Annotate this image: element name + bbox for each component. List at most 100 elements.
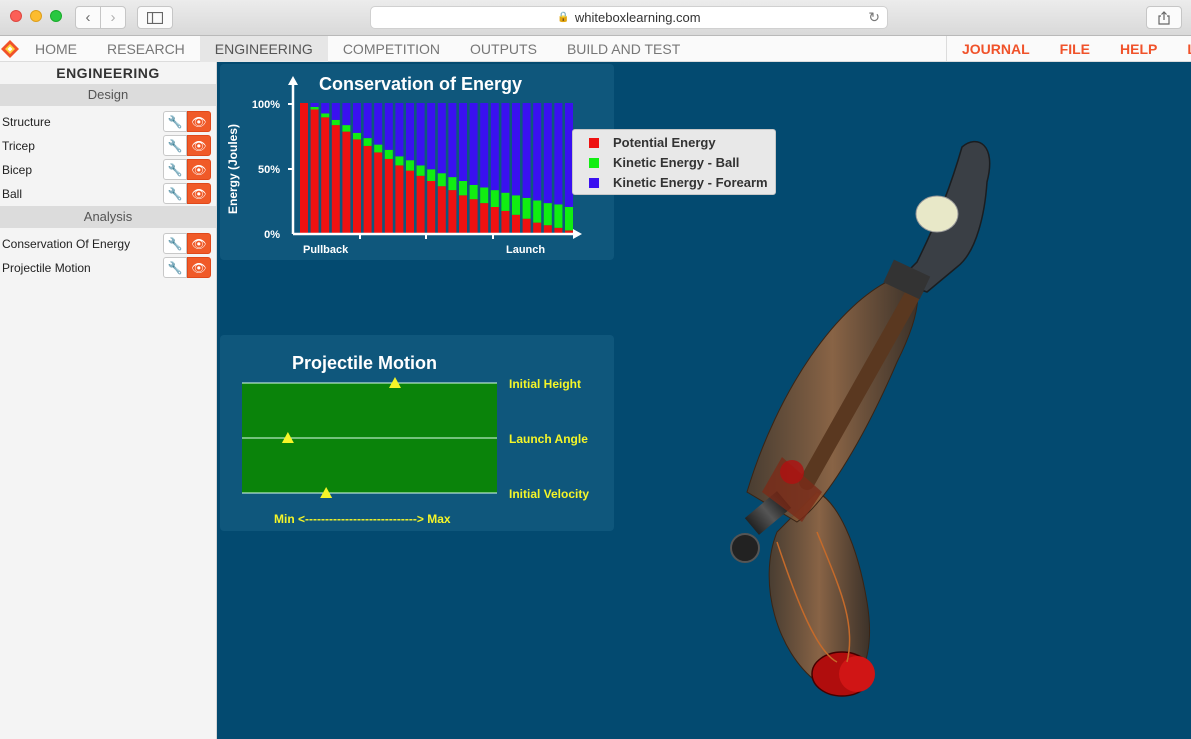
bar-potential-11 [416, 175, 425, 233]
shoulder-joint [811, 651, 875, 697]
bar-kinetic-ball-23 [543, 203, 552, 226]
bar-kinetic-forearm-19 [501, 103, 510, 193]
bar-kinetic-ball-16 [469, 184, 478, 200]
bar-kinetic-ball-13 [437, 173, 446, 187]
bar-potential-16 [469, 199, 478, 233]
sidebar-item-label: Tricep [2, 139, 35, 153]
address-bar[interactable]: 🔒 whiteboxlearning.com ↻ [370, 6, 888, 29]
sidebar-item-conservation-of-energy: Conservation Of Energy 🔧 👁 [0, 232, 216, 256]
nav-engineering[interactable]: ENGINEERING [199, 36, 328, 62]
url-text: whiteboxlearning.com [574, 10, 701, 25]
bar-kinetic-forearm-4 [342, 103, 351, 126]
eye-icon[interactable]: 👁 [187, 135, 211, 156]
bar-kinetic-ball-2 [321, 113, 330, 118]
bar-potential-6 [363, 145, 372, 233]
bar-kinetic-ball-14 [448, 177, 457, 191]
eye-icon[interactable]: 👁 [187, 233, 211, 254]
bar-kinetic-forearm-13 [437, 103, 446, 174]
bar-potential-25 [565, 230, 573, 233]
sidebar-item-bicep: Bicep 🔧 👁 [0, 158, 216, 182]
bar-kinetic-forearm-8 [384, 103, 393, 150]
bar-kinetic-forearm-16 [469, 103, 478, 185]
bar-kinetic-ball-7 [374, 144, 383, 153]
sidebar-item-structure: Structure 🔧 👁 [0, 110, 216, 134]
wrench-icon[interactable]: 🔧 [163, 135, 187, 156]
nav-file[interactable]: FILE [1059, 41, 1091, 57]
energy-panel[interactable]: Conservation of Energy 100% 50% 0% Pullb… [220, 64, 614, 260]
nav-build-and-test[interactable]: BUILD AND TEST [566, 41, 681, 57]
share-button[interactable] [1146, 6, 1182, 29]
legend-swatch [589, 178, 599, 188]
bar-potential-22 [533, 222, 542, 233]
bar-potential-4 [342, 131, 351, 233]
nav-journal[interactable]: JOURNAL [962, 41, 1030, 57]
nav-competition[interactable]: COMPETITION [342, 41, 441, 57]
bar-potential-15 [459, 195, 467, 233]
robot-arm-model[interactable] [217, 62, 1191, 739]
param-launch-angle-label: Launch Angle [509, 432, 588, 446]
eye-icon[interactable]: 👁 [187, 111, 211, 132]
eye-icon[interactable]: 👁 [187, 183, 211, 204]
bar-potential-20 [512, 214, 520, 233]
bar-kinetic-forearm-10 [406, 103, 414, 161]
bar-kinetic-ball-24 [554, 204, 563, 228]
sidebar-toggle-icon [147, 11, 163, 24]
bar-kinetic-forearm-24 [554, 103, 563, 205]
bar-kinetic-forearm-14 [448, 103, 457, 178]
nav-home[interactable]: HOME [35, 41, 77, 57]
param-initial-height-label: Initial Height [509, 377, 581, 391]
eye-icon[interactable]: 👁 [187, 159, 211, 180]
eye-icon[interactable]: 👁 [187, 257, 211, 278]
y-tick-100: 100% [252, 99, 280, 111]
legend-swatch [589, 158, 599, 168]
nav-outputs[interactable]: OUTPUTS [470, 41, 537, 57]
bar-kinetic-forearm-18 [490, 103, 499, 191]
bar-potential-0 [300, 103, 308, 233]
bar-kinetic-ball-11 [416, 165, 425, 176]
simulation-viewport[interactable]: Conservation of Energy 100% 50% 0% Pullb… [217, 62, 1191, 739]
back-button[interactable]: ‹ [75, 6, 101, 29]
bar-kinetic-ball-9 [395, 156, 404, 166]
zoom-window-icon[interactable] [50, 10, 62, 22]
wrench-icon[interactable]: 🔧 [163, 111, 187, 132]
share-icon [1158, 10, 1170, 25]
y-tick-0: 0% [264, 229, 280, 241]
whitebox-logo-icon[interactable] [0, 38, 20, 60]
hand-shape [883, 140, 991, 300]
wrench-icon[interactable]: 🔧 [163, 257, 187, 278]
sidebar-section-design: Design [0, 84, 216, 106]
minimize-window-icon[interactable] [30, 10, 42, 22]
forward-button[interactable]: › [100, 6, 126, 29]
initial-velocity-marker[interactable] [320, 487, 333, 498]
browser-toolbar: ‹ › 🔒 whiteboxlearning.com ↻ [0, 0, 1191, 36]
bar-kinetic-forearm-9 [395, 103, 404, 157]
nav-utility-tabs: JOURNAL FILE HELP L [946, 36, 1191, 62]
bar-kinetic-forearm-15 [459, 103, 467, 181]
nav-more-truncated[interactable]: L [1172, 36, 1191, 62]
sidebar-toggle-button[interactable] [137, 6, 173, 29]
close-window-icon[interactable] [10, 10, 22, 22]
wrench-icon[interactable]: 🔧 [163, 183, 187, 204]
top-nav: HOME RESEARCH ENGINEERING COMPETITION OU… [0, 36, 1191, 62]
bar-kinetic-forearm-7 [374, 103, 383, 145]
sidebar-item-label: Conservation Of Energy [2, 237, 131, 251]
wrench-icon[interactable]: 🔧 [163, 233, 187, 254]
reload-icon[interactable]: ↻ [868, 9, 880, 25]
x-tick-launch: Launch [506, 244, 545, 256]
bar-potential-10 [406, 170, 414, 233]
nav-help[interactable]: HELP [1120, 41, 1158, 57]
sidebar-item-label: Projectile Motion [2, 261, 91, 275]
wrench-icon[interactable]: 🔧 [163, 159, 187, 180]
sidebar-item-projectile-motion: Projectile Motion 🔧 👁 [0, 256, 216, 280]
bar-potential-13 [437, 186, 446, 233]
initial-height-marker[interactable] [389, 377, 401, 388]
launch-angle-marker[interactable] [281, 432, 294, 443]
bar-kinetic-forearm-1 [310, 103, 319, 107]
nav-research[interactable]: RESEARCH [107, 41, 185, 57]
bar-kinetic-forearm-21 [522, 103, 531, 198]
bar-potential-12 [427, 181, 436, 233]
elbow-joint [730, 457, 822, 563]
projectile-panel-title: Projectile Motion [292, 353, 438, 373]
projectile-panel[interactable]: Projectile Motion Initial Height Launch … [220, 335, 614, 531]
bar-kinetic-forearm-17 [480, 103, 489, 188]
